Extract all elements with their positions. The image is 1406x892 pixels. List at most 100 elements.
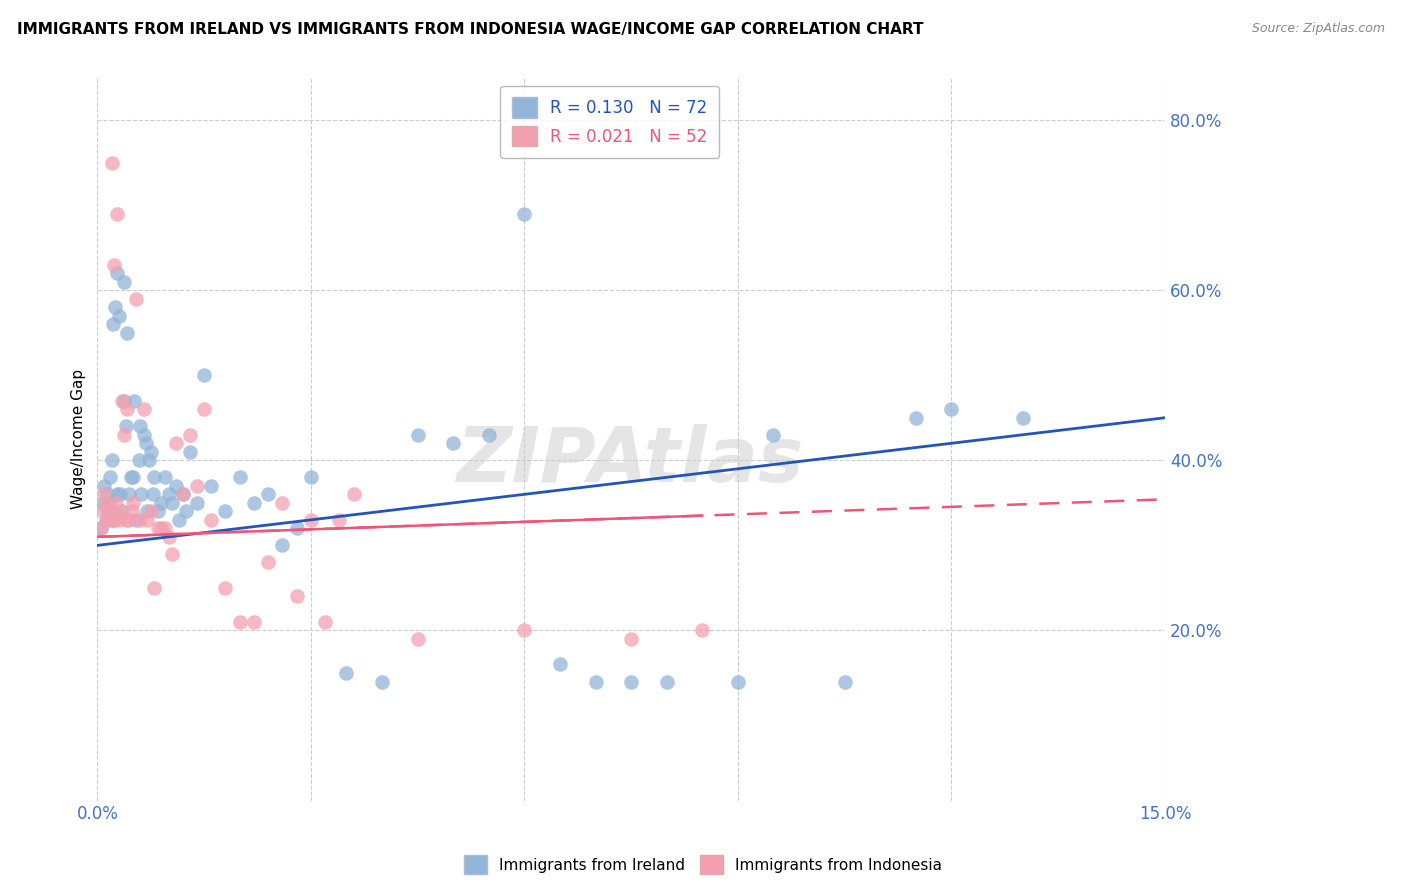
Point [371,674,394,689]
Point [142,487,165,501]
Point [200,513,222,527]
Point [146,504,169,518]
Point [478,427,501,442]
Point [105,266,128,280]
Point [257,487,280,501]
Point [165,436,187,450]
Point [107,309,129,323]
Point [124,393,146,408]
Point [160,496,183,510]
Point [94,496,117,510]
Point [98,496,121,510]
Point [314,615,336,629]
Point [834,674,856,689]
Point [441,436,464,450]
Point [97,504,120,518]
Point [101,317,124,331]
Point [112,275,135,289]
Point [105,206,128,220]
Point [193,368,215,383]
Point [172,487,194,501]
Legend: Immigrants from Ireland, Immigrants from Indonesia: Immigrants from Ireland, Immigrants from… [457,849,949,880]
Point [93,479,115,493]
Point [118,513,141,527]
Point [585,674,607,689]
Point [153,470,176,484]
Point [165,479,187,493]
Point [941,402,963,417]
Point [90,521,112,535]
Point [214,504,236,518]
Point [285,521,308,535]
Point [100,155,122,169]
Text: IMMIGRANTS FROM IRELAND VS IMMIGRANTS FROM INDONESIA WAGE/INCOME GAP CORRELATION: IMMIGRANTS FROM IRELAND VS IMMIGRANTS FR… [17,22,924,37]
Point [548,657,571,672]
Point [129,513,152,527]
Point [228,615,250,629]
Point [104,496,127,510]
Point [328,513,350,527]
Legend: R = 0.130   N = 72, R = 0.021   N = 52: R = 0.130 N = 72, R = 0.021 N = 52 [501,86,720,158]
Point [120,470,142,484]
Point [271,496,294,510]
Point [114,419,136,434]
Point [91,504,114,518]
Point [103,258,125,272]
Point [112,427,135,442]
Point [131,487,153,501]
Point [90,521,112,535]
Point [692,624,714,638]
Point [762,427,785,442]
Point [160,547,183,561]
Point [103,513,125,527]
Point [143,470,166,484]
Point [122,496,145,510]
Point [135,436,157,450]
Point [228,470,250,484]
Point [108,504,131,518]
Point [111,393,134,408]
Point [727,674,749,689]
Point [406,632,429,646]
Point [117,326,139,340]
Point [98,513,121,527]
Point [153,521,176,535]
Point [186,479,208,493]
Point [1011,410,1033,425]
Point [243,615,266,629]
Point [257,555,280,569]
Point [655,674,678,689]
Point [200,479,222,493]
Text: Source: ZipAtlas.com: Source: ZipAtlas.com [1251,22,1385,36]
Point [335,665,357,680]
Point [101,513,124,527]
Point [179,427,201,442]
Point [193,402,215,417]
Point [136,504,159,518]
Point [100,453,122,467]
Point [157,530,180,544]
Point [98,470,121,484]
Point [132,402,155,417]
Point [299,513,322,527]
Point [125,292,148,306]
Point [139,504,162,518]
Point [167,513,190,527]
Point [91,496,114,510]
Point [157,487,180,501]
Point [108,487,131,501]
Point [118,487,141,501]
Point [96,487,118,501]
Point [112,393,135,408]
Point [111,504,134,518]
Point [271,538,294,552]
Point [105,487,128,501]
Point [179,444,201,458]
Point [243,496,266,510]
Point [299,470,322,484]
Point [138,453,160,467]
Point [904,410,927,425]
Point [114,513,136,527]
Point [139,444,162,458]
Point [146,521,169,535]
